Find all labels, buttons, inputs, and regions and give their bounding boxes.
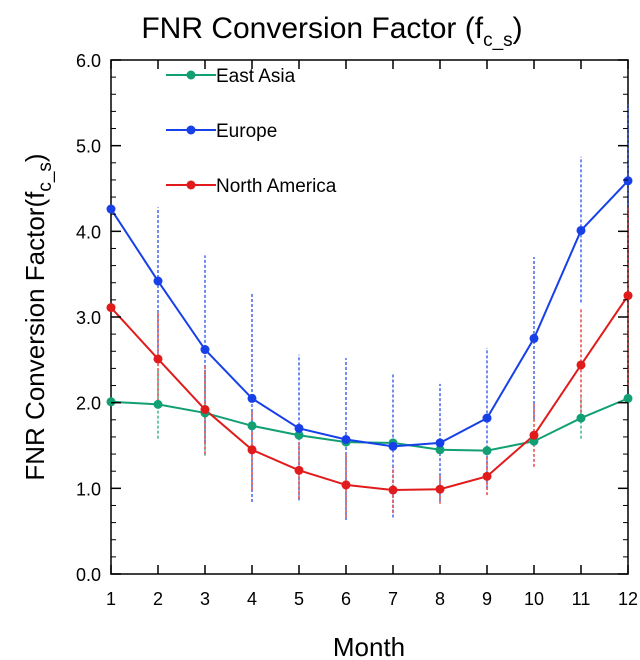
legend: East Asia Europe North America xyxy=(166,66,337,197)
legend-marker xyxy=(186,70,196,80)
y-axis-label-subscript: c_s xyxy=(35,162,56,192)
series-points xyxy=(106,176,633,495)
x-tick-label: 3 xyxy=(200,589,210,609)
europe-data-point xyxy=(623,176,633,186)
x-tick-label: 10 xyxy=(524,589,544,609)
europe-data-point xyxy=(388,441,398,451)
y-axis-label-suffix: ) xyxy=(20,153,50,162)
east-asia-data-point xyxy=(482,446,492,456)
x-tick-label: 6 xyxy=(341,589,351,609)
north-america-data-point xyxy=(435,484,445,494)
error-bars xyxy=(157,104,629,521)
plot-area xyxy=(106,59,633,575)
europe-data-point xyxy=(435,438,445,448)
north-america-data-point xyxy=(247,445,257,455)
x-tick-label: 2 xyxy=(153,589,163,609)
x-tick-label: 11 xyxy=(572,589,591,609)
europe-data-point xyxy=(200,345,210,355)
legend-marker xyxy=(186,125,196,135)
y-axis-ticks: 0.0 1.0 2.0 3.0 4.0 5.0 6.0 xyxy=(76,51,628,585)
y-tick-label: 5.0 xyxy=(76,137,101,157)
east-asia-data-point xyxy=(247,421,257,431)
north-america-data-point xyxy=(388,485,398,495)
series-lines xyxy=(110,180,629,492)
east-asia-data-point xyxy=(576,413,586,423)
x-tick-label: 7 xyxy=(388,589,398,609)
y-tick-label: 2.0 xyxy=(76,394,101,414)
north-america-data-point xyxy=(200,405,210,415)
legend-item-east-asia: East Asia xyxy=(166,66,296,87)
plot-frame xyxy=(110,59,629,575)
north-america-data-point xyxy=(529,430,539,440)
north-america-data-point xyxy=(623,291,633,301)
y-axis-label-main: FNR Conversion Factor(f xyxy=(20,191,50,481)
x-axis-label: Month xyxy=(333,632,405,660)
north-america-data-point xyxy=(576,360,586,370)
europe-data-point xyxy=(341,435,351,445)
legend-marker xyxy=(186,180,196,190)
x-tick-label: 4 xyxy=(247,589,257,609)
y-tick-label: 0.0 xyxy=(76,565,101,585)
europe-data-point xyxy=(529,333,539,343)
legend-label: Europe xyxy=(216,121,277,142)
east-asia-data-point xyxy=(294,430,304,440)
y-tick-label: 1.0 xyxy=(76,479,101,499)
north-america-data-point xyxy=(482,471,492,481)
europe-data-point xyxy=(576,225,586,235)
chart-title-suffix: ) xyxy=(513,12,523,45)
x-tick-label: 5 xyxy=(294,589,304,609)
x-tick-label: 12 xyxy=(618,589,638,609)
x-tick-label: 8 xyxy=(435,589,445,609)
europe-data-point xyxy=(294,423,304,433)
chart-title-subscript: c_s xyxy=(483,30,513,51)
legend-item-europe: Europe xyxy=(166,121,277,142)
north-america-data-point xyxy=(341,480,351,490)
europe-data-point xyxy=(247,393,257,403)
east-asia-data-point xyxy=(623,393,633,403)
east-asia-data-point xyxy=(153,399,163,409)
europe-data-point xyxy=(482,413,492,423)
europe-data-point xyxy=(153,276,163,286)
y-tick-label: 3.0 xyxy=(76,308,101,328)
europe-data-point xyxy=(106,204,116,214)
legend-item-north-america: North America xyxy=(166,176,337,197)
x-tick-label: 1 xyxy=(106,589,116,609)
north-america-data-point xyxy=(106,303,116,313)
east-asia-data-point xyxy=(106,397,116,407)
y-axis-label: FNR Conversion Factor(fc_s) xyxy=(20,153,56,480)
x-axis-ticks: 1 2 3 4 5 6 7 8 9 10 11 12 xyxy=(106,60,638,609)
europe-series-line xyxy=(110,180,629,448)
chart-title-main: FNR Conversion Factor (f xyxy=(141,12,483,45)
east-asia-data-point xyxy=(435,445,445,455)
y-tick-label: 4.0 xyxy=(76,222,101,242)
legend-label: East Asia xyxy=(216,66,296,87)
north-america-data-point xyxy=(294,465,304,475)
y-tick-label: 6.0 xyxy=(76,51,101,71)
north-america-series-line xyxy=(110,295,629,492)
legend-label: North America xyxy=(216,176,337,197)
chart-title: FNR Conversion Factor (fc_s) xyxy=(141,12,522,51)
north-america-data-point xyxy=(153,354,163,364)
x-tick-label: 9 xyxy=(482,589,492,609)
